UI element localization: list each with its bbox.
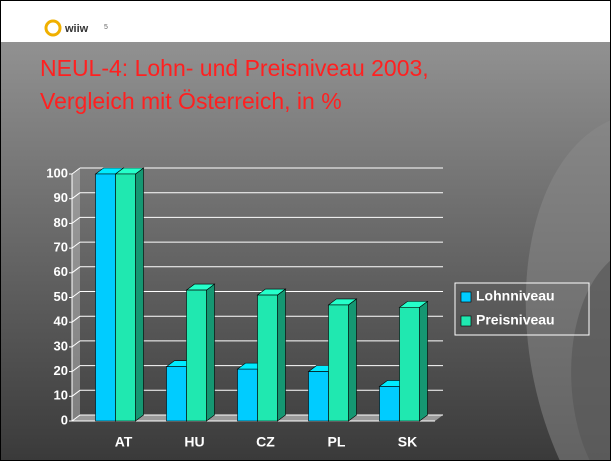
bar-front [166, 366, 187, 422]
y-tick-label: 70 [54, 240, 68, 255]
grid-line [71, 340, 81, 348]
bar-front [379, 386, 400, 422]
x-tick-label: HU [184, 434, 204, 450]
bar-front [237, 368, 258, 422]
y-tick-label: 80 [54, 215, 68, 230]
bar-side [206, 283, 215, 422]
y-tick-label: 20 [54, 363, 68, 378]
bar [114, 167, 145, 422]
grid-line [71, 365, 81, 373]
bar-side [277, 288, 286, 422]
y-tick-label: 10 [54, 388, 68, 403]
x-tick-label: SK [398, 434, 417, 450]
grid-line [71, 266, 81, 274]
bar [185, 283, 216, 422]
header-band [0, 0, 611, 42]
title-line: NEUL-4: Lohn- und Preisniveau 2003, [40, 55, 429, 81]
bar [256, 288, 287, 422]
page-number: 5 [104, 24, 108, 31]
grid-line [71, 389, 81, 397]
y-tick-label: 0 [61, 412, 68, 427]
decor-curve [571, 260, 611, 461]
legend-label: Preisniveau [476, 312, 555, 328]
y-tick-label: 60 [54, 264, 68, 279]
y-tick-label: 100 [46, 165, 68, 180]
grid-line [71, 216, 81, 224]
x-tick-label: CZ [256, 434, 275, 450]
y-tick-label: 50 [54, 289, 68, 304]
bar [327, 298, 358, 422]
y-tick-label: 40 [54, 314, 68, 329]
bar-side [419, 300, 428, 422]
bar-front [308, 371, 329, 422]
grid-line [71, 241, 81, 249]
grid-line [71, 291, 81, 298]
bar-side [348, 298, 357, 422]
title-line: Vergleich mit Österreich, in % [40, 88, 342, 114]
x-tick-label: PL [328, 434, 346, 450]
logo-icon [44, 19, 62, 37]
legend-label: Lohnniveau [476, 288, 555, 304]
bar-front [399, 307, 420, 422]
grid-line [71, 167, 81, 175]
grid-line [71, 414, 81, 422]
legend-box [454, 282, 590, 336]
bar-front [186, 289, 207, 422]
x-tick-label: AT [115, 434, 133, 450]
legend-swatch [460, 315, 472, 327]
logo: wiiw [64, 23, 89, 35]
bar-front [328, 304, 349, 422]
bar-front [95, 173, 116, 422]
y-tick-label: 90 [54, 190, 68, 205]
bar [398, 300, 429, 422]
y-tick-label: 30 [54, 338, 68, 353]
bar-front [115, 173, 136, 422]
bar-front [257, 294, 278, 422]
legend-swatch [460, 291, 472, 303]
grid-line [71, 315, 81, 323]
grid-line [71, 192, 81, 200]
bar-side [135, 167, 144, 422]
